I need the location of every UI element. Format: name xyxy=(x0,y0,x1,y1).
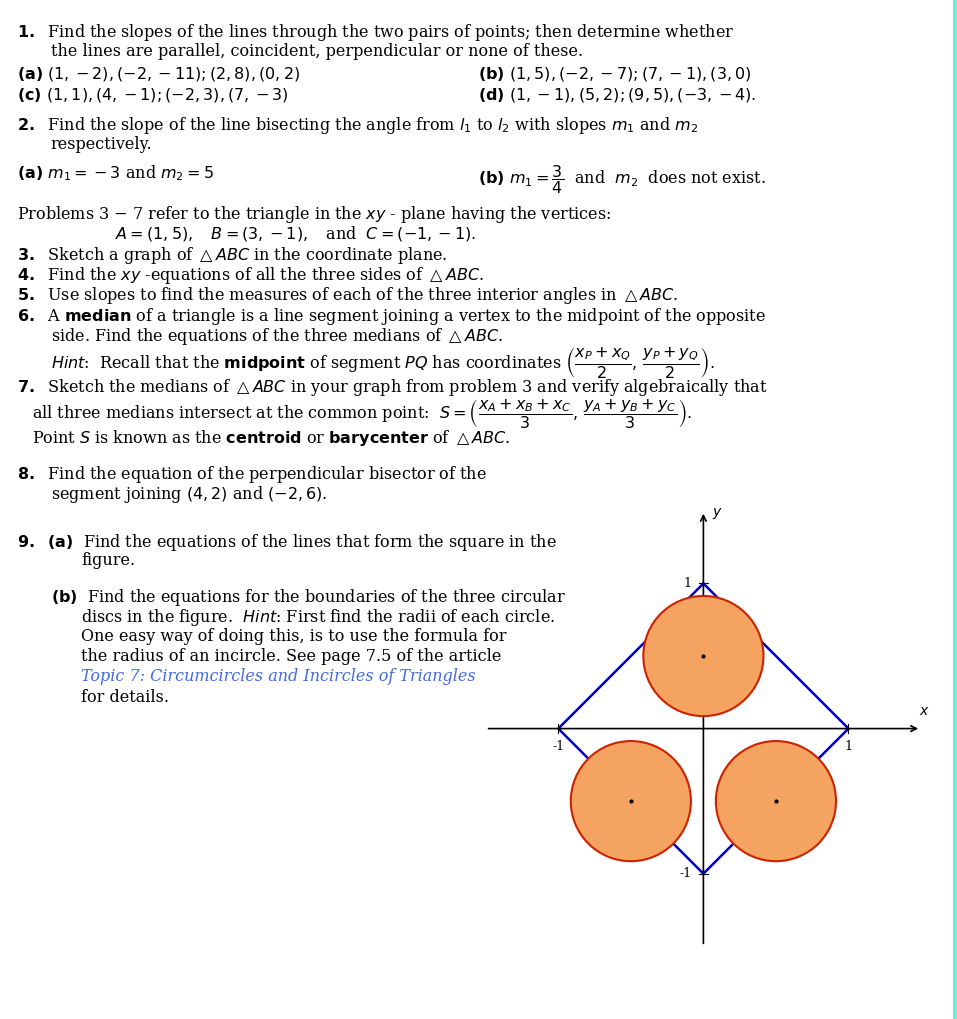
Text: -1: -1 xyxy=(552,740,565,753)
Text: $\mathbf{4.}$  Find the $xy$ -equations of all the three sides of $\triangle ABC: $\mathbf{4.}$ Find the $xy$ -equations o… xyxy=(17,265,484,286)
Text: figure.: figure. xyxy=(81,552,136,570)
Text: segment joining $(4,2)$ and $(-2,6)$.: segment joining $(4,2)$ and $(-2,6)$. xyxy=(51,484,327,505)
Text: for details.: for details. xyxy=(81,689,169,706)
Text: Problems 3 $-$ 7 refer to the triangle in the $xy$ - plane having the vertices:: Problems 3 $-$ 7 refer to the triangle i… xyxy=(17,204,612,225)
Text: respectively.: respectively. xyxy=(51,136,152,153)
Text: the radius of an incircle. See page 7.5 of the article: the radius of an incircle. See page 7.5 … xyxy=(81,648,501,665)
Text: $\mathbf{(a)}$ $(1,-2),(-2,-11);(2,8),(0,2)$: $\mathbf{(a)}$ $(1,-2),(-2,-11);(2,8),(0… xyxy=(17,65,300,84)
Text: $\mathbf{(b)}$  Find the equations for the boundaries of the three circular: $\mathbf{(b)}$ Find the equations for th… xyxy=(51,587,566,608)
Text: $x$: $x$ xyxy=(919,704,929,718)
Circle shape xyxy=(716,741,836,861)
Text: $\mathbf{7.}$  Sketch the medians of $\triangle ABC$ in your graph from problem : $\mathbf{7.}$ Sketch the medians of $\tr… xyxy=(17,377,768,398)
Text: discs in the figure.  $\mathit{Hint}$: First find the radii of each circle.: discs in the figure. $\mathit{Hint}$: Fi… xyxy=(81,607,555,629)
Text: $\mathbf{2.}$  Find the slope of the line bisecting the angle from $l_1$ to $l_2: $\mathbf{2.}$ Find the slope of the line… xyxy=(17,115,699,137)
Text: $\mathbf{(d)}$ $(1,-1),(5,2);(9,5),(-3,-4).$: $\mathbf{(d)}$ $(1,-1),(5,2);(9,5),(-3,-… xyxy=(478,86,757,104)
Text: $y$: $y$ xyxy=(712,506,723,522)
Text: $\mathbf{1.}$  Find the slopes of the lines through the two pairs of points; the: $\mathbf{1.}$ Find the slopes of the lin… xyxy=(17,22,734,44)
Text: $\mathbf{3.}$  Sketch a graph of $\triangle ABC$ in the coordinate plane.: $\mathbf{3.}$ Sketch a graph of $\triang… xyxy=(17,245,448,266)
Text: $\mathbf{9.}$  $\mathbf{(a)}$  Find the equations of the lines that form the squ: $\mathbf{9.}$ $\mathbf{(a)}$ Find the eq… xyxy=(17,532,557,553)
Text: 1: 1 xyxy=(844,740,853,753)
Text: side. Find the equations of the three medians of $\triangle ABC$.: side. Find the equations of the three me… xyxy=(51,326,502,347)
Text: $\mathbf{6.}$  A $\mathbf{median}$ of a triangle is a line segment joining a ver: $\mathbf{6.}$ A $\mathbf{median}$ of a t… xyxy=(17,306,767,327)
Text: the lines are parallel, coincident, perpendicular or none of these.: the lines are parallel, coincident, perp… xyxy=(51,43,583,60)
Text: $\mathbf{8.}$  Find the equation of the perpendicular bisector of the: $\mathbf{8.}$ Find the equation of the p… xyxy=(17,464,487,485)
Text: $\mathbf{(b)}$ $(1,5),(-2,-7);(7,-1),(3,0)$: $\mathbf{(b)}$ $(1,5),(-2,-7);(7,-1),(3,… xyxy=(478,65,752,84)
Circle shape xyxy=(643,596,764,716)
Text: $\mathbf{(c)}$ $(1,1),(4,-1);(-2,3),(7,-3)$: $\mathbf{(c)}$ $(1,1),(4,-1);(-2,3),(7,-… xyxy=(17,86,289,104)
Text: $\mathbf{5.}$  Use slopes to find the measures of each of the three interior ang: $\mathbf{5.}$ Use slopes to find the mea… xyxy=(17,285,679,307)
Text: One easy way of doing this, is to use the formula for: One easy way of doing this, is to use th… xyxy=(81,628,507,645)
Text: all three medians intersect at the common point:  $S=\left(\dfrac{x_A+x_B+x_C}{3: all three medians intersect at the commo… xyxy=(32,397,692,431)
Text: -1: -1 xyxy=(679,867,692,880)
Text: 1: 1 xyxy=(684,577,692,590)
Text: $\mathbf{(b)}$ $m_1=\dfrac{3}{4}$  and  $m_2$  does not exist.: $\mathbf{(b)}$ $m_1=\dfrac{3}{4}$ and $m… xyxy=(478,163,767,196)
Text: $\mathit{Hint}$:  Recall that the $\mathbf{midpoint}$ of segment $PQ$ has coordi: $\mathit{Hint}$: Recall that the $\mathb… xyxy=(51,345,715,380)
Text: $A=(1,5),$   $B=(3,-1),$   and  $C=(-1,-1).$: $A=(1,5),$ $B=(3,-1),$ and $C=(-1,-1).$ xyxy=(115,224,476,244)
Text: Topic 7: Circumcircles and Incircles of Triangles: Topic 7: Circumcircles and Incircles of … xyxy=(81,668,476,686)
Text: Point $S$ is known as the $\mathbf{centroid}$ or $\mathbf{barycenter}$ of $\tria: Point $S$ is known as the $\mathbf{centr… xyxy=(32,428,510,448)
Text: $\mathbf{(a)}$ $m_1=-3$ and $m_2=5$: $\mathbf{(a)}$ $m_1=-3$ and $m_2=5$ xyxy=(17,163,214,182)
Circle shape xyxy=(570,741,691,861)
